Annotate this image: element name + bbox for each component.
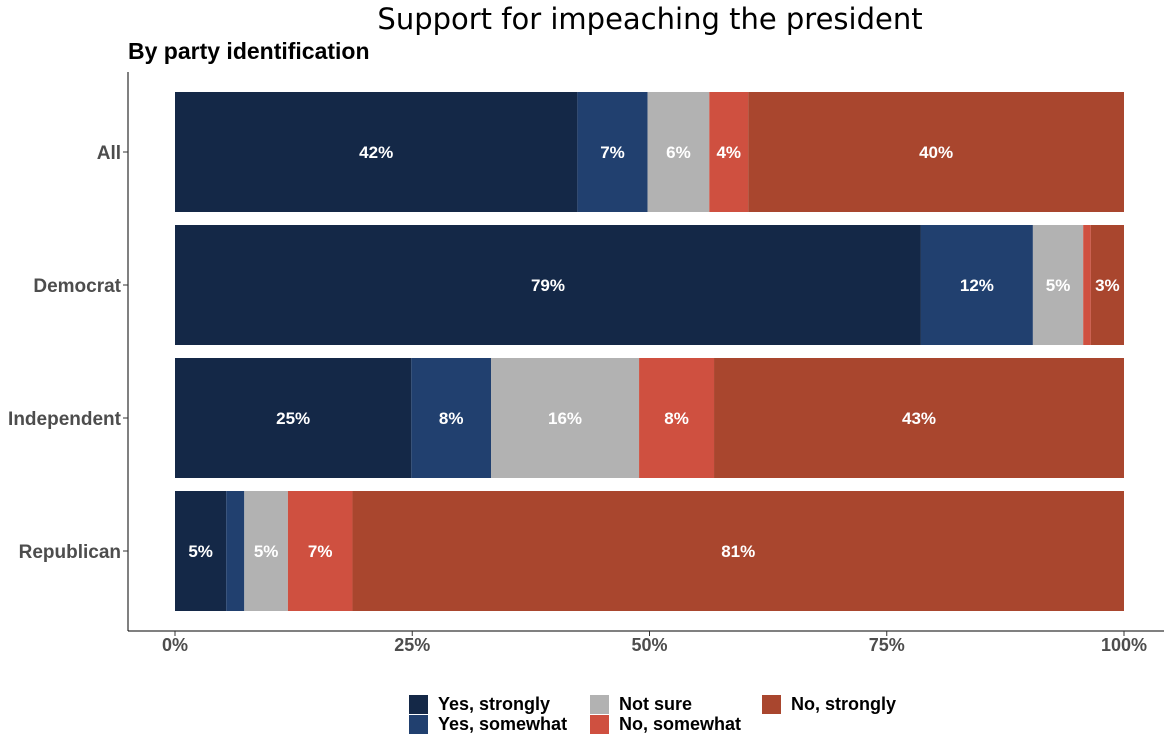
bar-segment: [1090, 225, 1124, 345]
y-tick-label: Independent: [8, 409, 122, 430]
bar-segment: [226, 491, 245, 611]
legend-key-no-somewhat: [590, 715, 609, 734]
legend-label: No, strongly: [791, 694, 897, 714]
data-label: 3%: [1095, 276, 1120, 295]
legend-label: Yes, somewhat: [438, 714, 568, 734]
legend-key-yes-somewhat: [409, 715, 428, 734]
x-tick-label: 50%: [631, 635, 667, 655]
legend-key-yes-strongly: [409, 695, 428, 714]
x-tick-label: 0%: [162, 635, 188, 655]
bar-segment: [175, 358, 412, 478]
data-label: 16%: [548, 409, 582, 428]
legend-label: Not sure: [619, 694, 693, 714]
bar-segment: [577, 92, 648, 212]
bar-segment: [491, 358, 640, 478]
bar-segment: [714, 358, 1124, 478]
data-label: 43%: [902, 409, 936, 428]
x-tick-label: 100%: [1101, 635, 1147, 655]
legend-key-not-sure: [590, 695, 609, 714]
bar-segment: [175, 225, 921, 345]
data-label: 6%: [666, 143, 691, 162]
y-tick-label: Democrat: [33, 276, 121, 297]
bar-segment: [411, 358, 492, 478]
x-tick-label: 75%: [869, 635, 905, 655]
bar-segment: [709, 92, 749, 212]
data-label: 42%: [359, 143, 393, 162]
bar-segment: [287, 491, 353, 611]
bar-segment: [1032, 225, 1084, 345]
bar-segment: [244, 491, 288, 611]
y-tick-label: Republican: [19, 542, 121, 563]
bar-segment: [639, 358, 715, 478]
bar-segment: [352, 491, 1124, 611]
data-label: 8%: [664, 409, 689, 428]
chart-subtitle: By party identification: [128, 38, 370, 64]
chart-title: Support for impeaching the president: [377, 2, 923, 36]
bar-segment: [1083, 225, 1091, 345]
data-label: 79%: [531, 276, 565, 295]
data-label: 81%: [721, 542, 755, 561]
data-label: 40%: [919, 143, 953, 162]
data-label: 5%: [1046, 276, 1071, 295]
legend-label: No, somewhat: [619, 714, 742, 734]
stacked-bar-chart: 42% 7% 6% 4% 40% All 79% 12% 5% 3% Democrat 25% 8% 16…: [8, 72, 1164, 655]
data-label: 12%: [960, 276, 994, 295]
data-label: 8%: [439, 409, 464, 428]
bar-segment: [647, 92, 710, 212]
legend-key-no-strongly: [762, 695, 781, 714]
x-tick-label: 25%: [394, 635, 430, 655]
data-label: 5%: [254, 542, 279, 561]
bar-segment: [175, 92, 578, 212]
y-tick-label: All: [97, 143, 121, 164]
legend-label: Yes, strongly: [438, 694, 551, 714]
data-label: 25%: [276, 409, 310, 428]
data-label: 7%: [308, 542, 333, 561]
data-label: 4%: [716, 143, 741, 162]
data-label: 7%: [600, 143, 625, 162]
bar-segment: [748, 92, 1124, 212]
data-label: 5%: [188, 542, 213, 561]
bar-segment: [175, 491, 227, 611]
bar-segment: [920, 225, 1033, 345]
